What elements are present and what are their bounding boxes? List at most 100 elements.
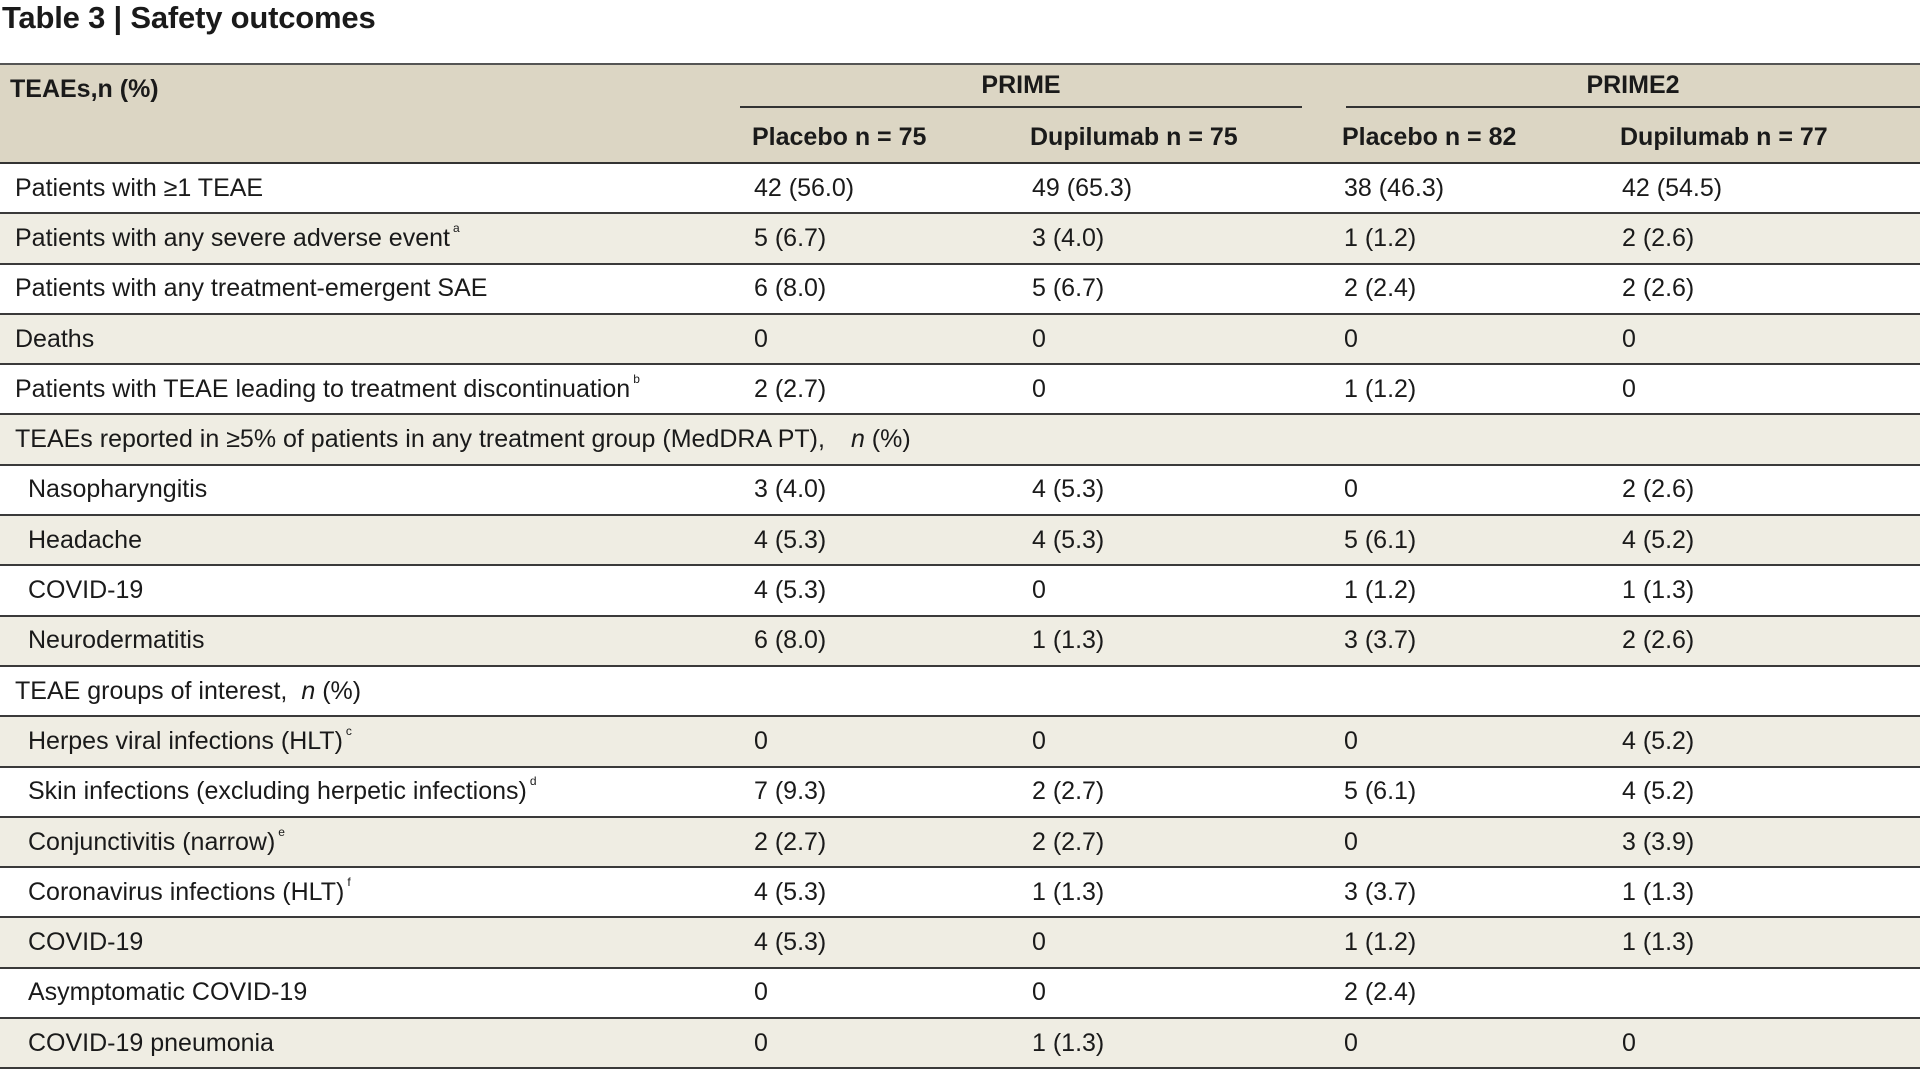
footnote-marker: a — [452, 220, 460, 235]
row-label: Asymptomatic COVID-19 — [28, 978, 308, 1007]
table-row: Patients with ≥1 TEAE 42 (56.0) 49 (65.3) 3… — [0, 163, 1920, 214]
table-row: Herpes viral infections (HLT) c 0 0 0 4 (5.2) — [0, 716, 1920, 767]
value-cell: 3 (4.0) — [1032, 223, 1105, 252]
group-header-prime2-label: PRIME2 — [1346, 71, 1920, 108]
value-cell: 0 — [1032, 928, 1046, 957]
table-row: Neurodermatitis 6 (8.0) 1 (1.3) 3 (3.7) 2 (2… — [0, 615, 1920, 666]
value-cell: 0 — [1622, 1028, 1636, 1057]
row-label-cell: Asymptomatic COVID-19 — [0, 968, 740, 1018]
row-label-cell: Patients with any treatment-emergent SAE — [0, 264, 740, 314]
row-label: Patients with any severe adverse event — [15, 223, 450, 252]
value-cell: 0 — [1032, 978, 1046, 1007]
value-cell: 2 (2.6) — [1622, 475, 1695, 504]
footnote-marker: e — [278, 824, 285, 839]
row-label: Patients with TEAE leading to treatment … — [15, 374, 631, 403]
value-cell: 4 (5.3) — [754, 928, 827, 957]
table-row: COVID-19 pneumonia 0 1 (1.3) 0 0 — [0, 1018, 1920, 1069]
row-label-cell: Skin infections (excluding herpetic infe… — [0, 767, 740, 817]
column-header: Placebo n = 82 — [1330, 113, 1608, 163]
row-label-cell: Herpes viral infections (HLT) c — [0, 716, 740, 766]
value-cell: 2 (2.7) — [1032, 827, 1105, 856]
value-cell: 1 (1.3) — [1622, 576, 1695, 605]
table-row: Headache 4 (5.3) 4 (5.3) 5 (6.1) 4 (5.2) — [0, 515, 1920, 566]
value-cell: 4 (5.2) — [1622, 777, 1695, 806]
value-cell: 0 — [1622, 324, 1636, 353]
value-cell: 6 (8.0) — [754, 274, 827, 303]
value-cell: 1 (1.3) — [1032, 1028, 1105, 1057]
footnote-marker: b — [633, 371, 640, 386]
value-cell: 6 (8.0) — [754, 626, 827, 655]
value-cell — [1608, 968, 1920, 1018]
row-header-label: TEAEs,n (%) — [0, 64, 740, 163]
section-row: TEAE groups of interest, n (%) — [0, 666, 1920, 717]
value-cell: 0 — [754, 324, 768, 353]
value-cell: 0 — [1032, 374, 1046, 403]
table-row: Patients with any treatment-emergent SAE… — [0, 264, 1920, 314]
value-cell: 5 (6.7) — [1032, 274, 1105, 303]
table-body: Patients with ≥1 TEAE 42 (56.0) 49 (65.3) 3… — [0, 163, 1920, 1069]
section-row: TEAEs reported in ≥5% of patients in any… — [0, 414, 1920, 465]
row-label: COVID-19 — [28, 928, 144, 957]
value-cell: 1 (1.2) — [1344, 223, 1417, 252]
value-cell: 1 (1.2) — [1344, 576, 1417, 605]
value-cell: 3 (3.9) — [1622, 827, 1695, 856]
value-cell: 0 — [1344, 475, 1358, 504]
value-cell: 49 (65.3) — [1032, 173, 1133, 202]
value-cell: 0 — [1344, 827, 1358, 856]
value-cell: 3 (3.7) — [1344, 626, 1417, 655]
value-cell: 0 — [754, 978, 768, 1007]
value-cell: 5 (6.7) — [754, 223, 827, 252]
value-cell: 4 (5.3) — [754, 576, 827, 605]
safety-table-container: TEAEs,n (%) PRIME PRIME2 Placebo n = 75 … — [0, 63, 1920, 1069]
row-label: Headache — [28, 525, 142, 554]
section-title: TEAE groups of interest, — [15, 676, 288, 705]
row-label-cell: Conjunctivitis (narrow) e — [0, 817, 740, 867]
section-unit-rest: (%) — [315, 676, 362, 705]
row-label: Skin infections (excluding herpetic infe… — [28, 777, 527, 806]
column-header: Placebo n = 75 — [740, 113, 1018, 163]
value-cell: 1 (1.3) — [1032, 626, 1105, 655]
value-cell: 4 (5.3) — [1032, 525, 1105, 554]
row-label-cell: Deaths — [0, 314, 740, 364]
table-row: Coronavirus infections (HLT) f 4 (5.3) 1 (1… — [0, 867, 1920, 918]
row-label-cell: Patients with TEAE leading to treatment … — [0, 364, 740, 414]
value-cell: 4 (5.3) — [1032, 475, 1105, 504]
row-label-cell: Headache — [0, 515, 740, 565]
value-cell: 5 (6.1) — [1344, 777, 1417, 806]
value-cell: 38 (46.3) — [1344, 173, 1445, 202]
table-row: Deaths 0 0 0 0 — [0, 313, 1920, 365]
value-cell: 4 (5.3) — [754, 877, 827, 906]
value-cell: 0 — [1622, 374, 1636, 403]
table-row: Asymptomatic COVID-19 0 0 2 (2.4) — [0, 968, 1920, 1019]
row-label: Patients with any treatment-emergent SAE — [15, 274, 488, 303]
value-cell: 1 (1.3) — [1622, 877, 1695, 906]
column-header: Dupilumab n = 77 — [1608, 113, 1920, 163]
value-cell: 2 (2.4) — [1344, 978, 1417, 1007]
value-cell: 2 (2.7) — [1032, 777, 1105, 806]
row-label-cell: Coronavirus infections (HLT) f — [0, 867, 740, 917]
row-label: COVID-19 pneumonia — [28, 1028, 274, 1057]
row-label: Patients with ≥1 TEAE — [15, 173, 264, 202]
row-label-cell: Patients with any severe adverse event a — [0, 213, 740, 263]
row-label-cell: COVID-19 — [0, 917, 740, 967]
value-cell: 2 (2.6) — [1622, 626, 1695, 655]
value-cell: 1 (1.3) — [1032, 877, 1105, 906]
value-cell: 1 (1.2) — [1344, 928, 1417, 957]
table-header: TEAEs,n (%) PRIME PRIME2 Placebo n = 75 … — [0, 64, 1920, 163]
group-header-prime-label: PRIME — [740, 71, 1302, 108]
row-label: Coronavirus infections (HLT) — [28, 877, 345, 906]
value-cell: 0 — [1032, 576, 1046, 605]
table-row: COVID-19 4 (5.3) 0 1 (1.2) 1 (1.3) — [0, 565, 1920, 616]
table-row: Conjunctivitis (narrow) e 2 (2.7) 2 (2.7) 0 3… — [0, 816, 1920, 868]
row-label-cell: COVID-19 pneumonia — [0, 1018, 740, 1068]
group-header-prime2: PRIME2 — [1330, 64, 1920, 113]
value-cell: 3 (3.7) — [1344, 877, 1417, 906]
section-title: TEAEs reported in ≥5% of patients in any… — [15, 425, 825, 454]
row-label: Deaths — [15, 324, 95, 353]
value-cell: 0 — [1032, 324, 1046, 353]
value-cell: 4 (5.3) — [754, 525, 827, 554]
value-cell: 2 (2.7) — [754, 374, 827, 403]
row-label: Neurodermatitis — [28, 626, 205, 655]
value-cell: 2 (2.6) — [1622, 274, 1695, 303]
table-row: Patients with TEAE leading to treatment … — [0, 364, 1920, 415]
